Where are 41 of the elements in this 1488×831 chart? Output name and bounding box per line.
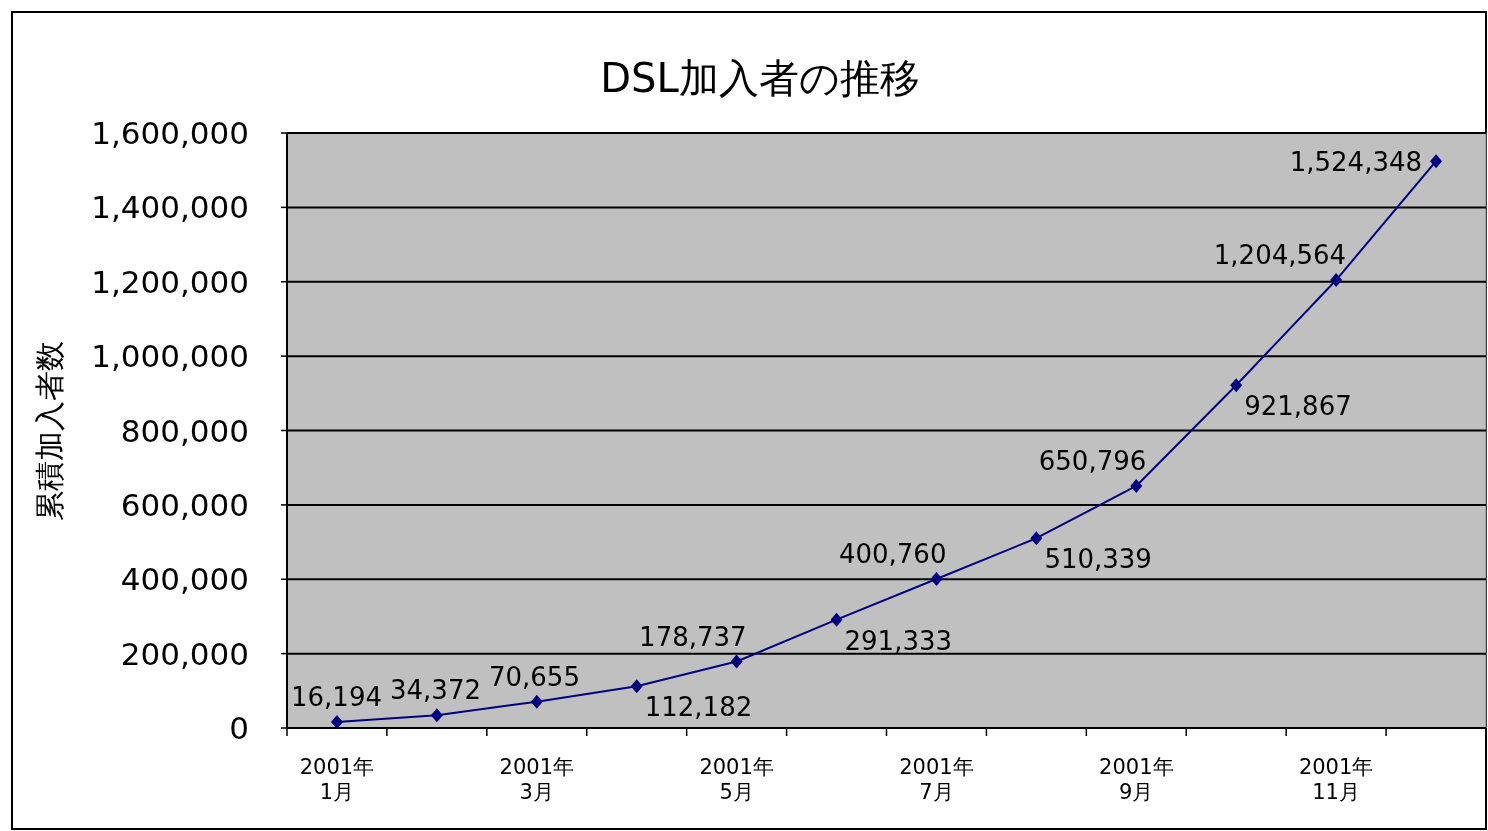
point	[1230, 378, 1243, 393]
y-tick-label: 600,000	[120, 486, 249, 523]
x-tick-label: 2001年 9月	[1099, 755, 1174, 805]
y-axis-title: 累積加入者数	[32, 340, 67, 521]
data-label: 16,194	[291, 681, 382, 712]
data-label: 1,204,564	[1213, 240, 1347, 271]
data-label: 291,333	[844, 625, 953, 656]
point	[330, 714, 343, 729]
y-tick-label: 1,400,000	[91, 189, 249, 226]
data-label: 921,867	[1244, 391, 1352, 422]
data-label: 650,796	[1038, 445, 1147, 476]
data-label: 510,339	[1044, 544, 1152, 575]
data-label: 1,524,348	[1289, 147, 1423, 178]
point	[1030, 531, 1043, 546]
y-tick-label: 1,000,000	[91, 338, 249, 375]
x-tick-label: 2001年 11月	[1298, 755, 1374, 805]
data-label: 178,737	[639, 621, 747, 652]
point	[730, 654, 743, 669]
point	[1430, 154, 1443, 169]
y-tick-label: 1,200,000	[91, 263, 249, 300]
data-label: 70,655	[488, 661, 580, 692]
point	[630, 679, 643, 694]
point	[930, 571, 943, 586]
data-label: 112,182	[644, 692, 753, 723]
point	[830, 612, 843, 627]
y-tick-label: 400,000	[120, 561, 249, 598]
y-tick-label: 0	[229, 710, 249, 746]
point	[430, 708, 443, 723]
y-tick-label: 200,000	[120, 635, 249, 672]
chart-title: DSL加入者の推移	[600, 55, 920, 101]
point	[1330, 273, 1343, 288]
y-tick-label: 800,000	[120, 412, 249, 449]
x-tick-label: 2001年 1月	[299, 755, 375, 805]
point	[530, 694, 543, 709]
x-tick-label: 2001年 3月	[499, 755, 575, 805]
y-tick-label: 1,600,000	[91, 115, 249, 151]
data-label: 400,760	[838, 538, 947, 569]
data-label: 34,372	[389, 675, 481, 706]
point	[1130, 478, 1143, 493]
x-tick-label: 2001年 7月	[899, 755, 974, 805]
x-tick-label: 2001年 5月	[699, 755, 774, 805]
